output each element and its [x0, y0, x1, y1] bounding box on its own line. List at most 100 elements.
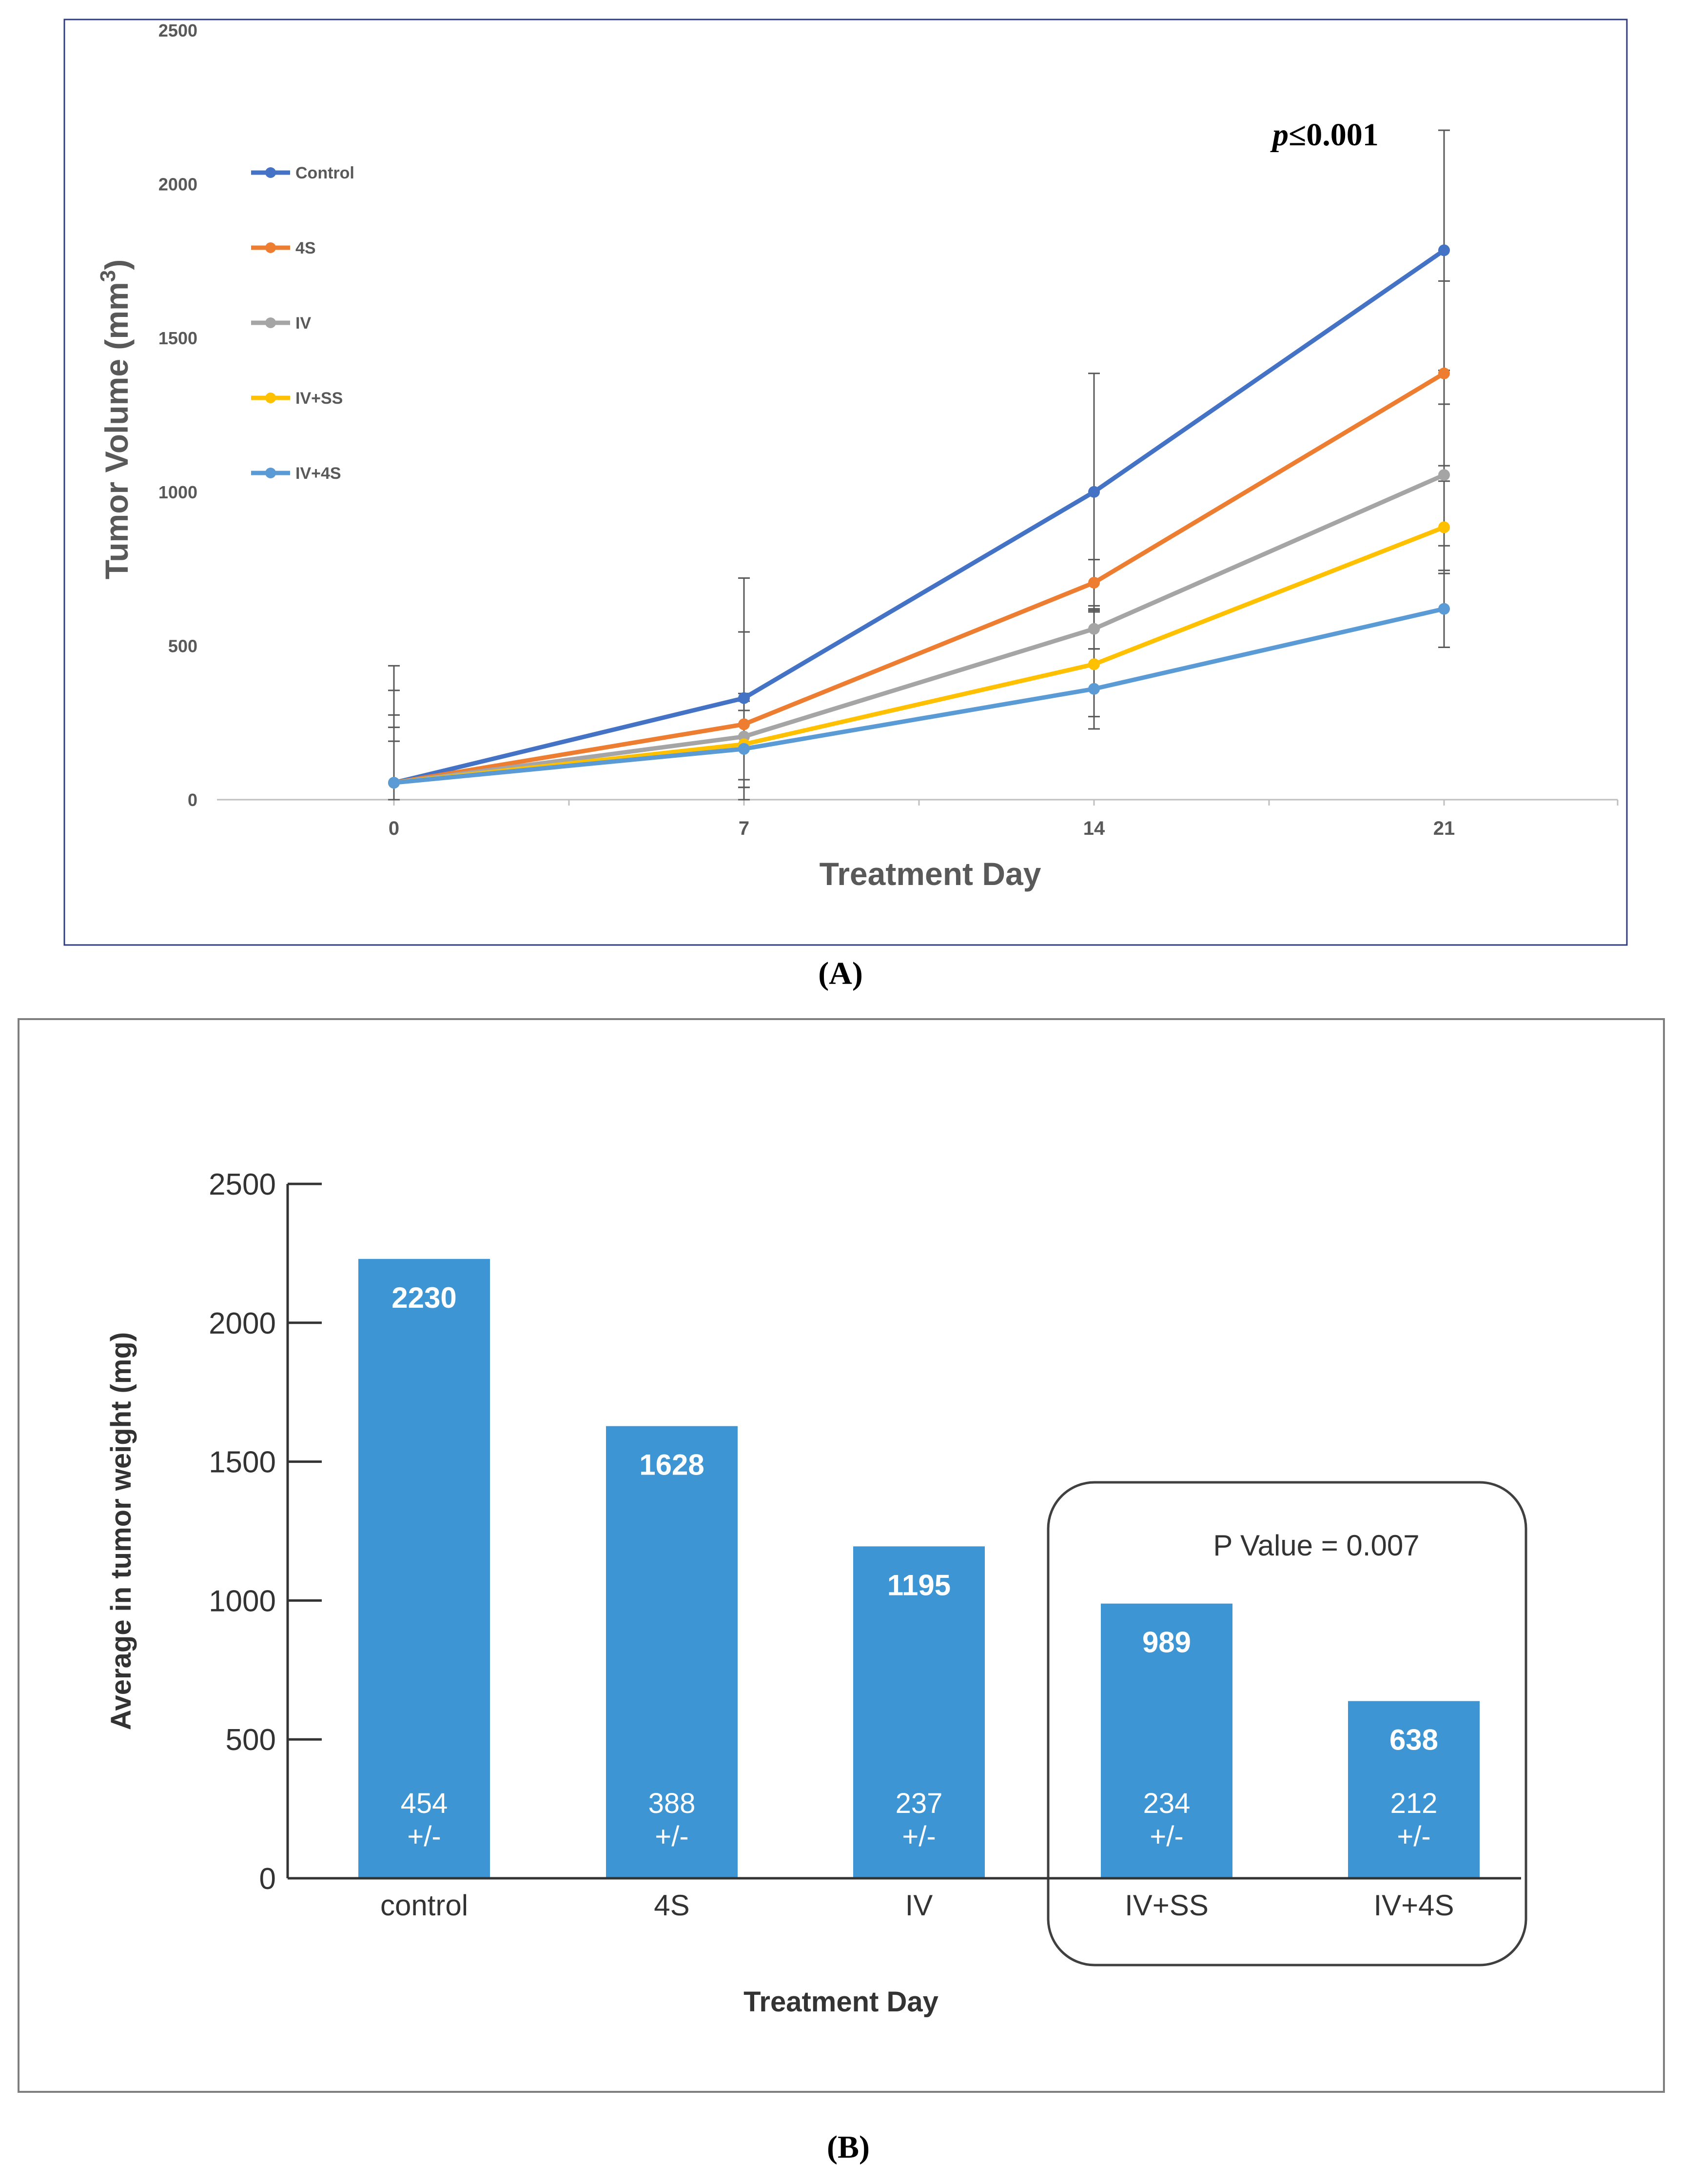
- data-point: [738, 743, 750, 755]
- data-point: [1438, 244, 1450, 256]
- y-tick-label: 1500: [209, 1446, 276, 1479]
- bar-sd-value: 212: [1390, 1788, 1438, 1819]
- y-tick-label: 2000: [209, 1307, 276, 1340]
- x-tick-label: 21: [1433, 818, 1455, 839]
- data-point: [1088, 577, 1100, 589]
- bar-value-label: 989: [1142, 1626, 1191, 1659]
- bar-chart-sd-labels: 454+/-388+/-237+/-234+/-212+/-: [401, 1788, 1438, 1852]
- legend-swatch-marker: [265, 468, 276, 478]
- x-tick-label: 7: [739, 818, 749, 839]
- y-tick-label: 2000: [158, 175, 197, 195]
- bar-sd-suffix: +/-: [1397, 1821, 1430, 1852]
- data-point: [1438, 521, 1450, 533]
- y-tick-label: 1500: [158, 328, 197, 348]
- line-chart-p-annotation: p≤0.001: [1270, 117, 1379, 153]
- y-tick-label: 500: [226, 1723, 276, 1757]
- data-point: [1438, 469, 1450, 481]
- bar-value-label: 1195: [887, 1569, 951, 1601]
- data-point: [1088, 623, 1100, 635]
- data-point: [738, 692, 750, 704]
- p-annotation-value: ≤0.001: [1289, 117, 1379, 153]
- bar-chart-x-axis-title: Treatment Day: [743, 1986, 938, 2018]
- series-line-4s: [391, 371, 1446, 785]
- data-point: [1088, 683, 1100, 695]
- series-line-iv: [391, 472, 1446, 785]
- y-tick-label: 0: [188, 790, 197, 810]
- bar-value-label: 2230: [391, 1281, 456, 1314]
- bar-4s: [606, 1426, 738, 1878]
- data-point: [1438, 367, 1450, 379]
- category-label: IV+SS: [1125, 1889, 1209, 1922]
- p-value-highlight-box: [1047, 1481, 1527, 1967]
- y-tick-label: 1000: [158, 482, 197, 502]
- p-value-annotation: P Value = 0.007: [1213, 1529, 1419, 1562]
- line-chart-legend: Control 4S IV IV+SS IV+4S: [251, 164, 354, 483]
- line-chart-data-points: [388, 244, 1450, 789]
- data-point: [388, 777, 400, 789]
- bar-chart-value-labels: 2230 1628 1195 989 638: [391, 1281, 1438, 1756]
- category-label: control: [380, 1889, 468, 1922]
- data-point: [738, 718, 750, 730]
- legend-swatch-marker: [265, 317, 276, 328]
- line-chart-y-axis-title: Tumor Volume (mm3): [96, 259, 135, 579]
- bar-iv-plus-4s: [1348, 1701, 1480, 1878]
- line-chart-y-axis-title-base: Tumor Volume (mm: [98, 282, 135, 579]
- category-label: IV+4S: [1373, 1889, 1454, 1922]
- data-point: [1438, 603, 1450, 615]
- bar-chart-y-ticks: 0 500 1000 1500 2000 2500: [209, 1168, 322, 1896]
- legend-swatch-marker: [265, 393, 276, 403]
- line-chart-series-lines: [391, 248, 1446, 785]
- bar-chart-bars: [358, 1259, 1480, 1878]
- p-annotation-italic-p: p: [1270, 117, 1289, 153]
- bar-chart-y-axis-title: Average in tumor weight (mg): [105, 1332, 137, 1730]
- bar-chart-frame: [18, 1018, 1665, 2093]
- bar-sd-suffix: +/-: [407, 1821, 441, 1852]
- bar-chart-category-labels: control 4S IV IV+SS IV+4S: [380, 1889, 1454, 1922]
- line-chart-panel: 0 500 1000 1500 2000 2500 0 7 14 21 Control 4S IV I…: [63, 19, 1628, 946]
- legend-label: IV+SS: [295, 389, 343, 408]
- bar-control: [358, 1259, 490, 1878]
- series-line-iv-plus-4s: [391, 607, 1446, 785]
- legend-swatch-marker: [265, 167, 276, 178]
- legend-label: 4S: [295, 239, 316, 257]
- x-tick-label: 0: [389, 818, 399, 839]
- bar-value-label: 638: [1389, 1724, 1438, 1756]
- category-label: IV: [905, 1889, 933, 1922]
- bar-iv-plus-ss: [1101, 1603, 1232, 1878]
- bar-sd-value: 388: [648, 1788, 696, 1819]
- bar-sd-value: 454: [401, 1788, 448, 1819]
- bar-value-label: 1628: [639, 1449, 704, 1481]
- bar-sd-value: 237: [896, 1788, 943, 1819]
- y-tick-label: 1000: [209, 1584, 276, 1618]
- series-line-control: [391, 248, 1446, 785]
- legend-swatch-marker: [265, 242, 276, 253]
- bar-sd-suffix: +/-: [902, 1821, 936, 1852]
- line-chart-y-tick-labels: 0 500 1000 1500 2000 2500: [158, 20, 197, 810]
- y-tick-label: 2500: [158, 20, 197, 40]
- y-tick-label: 0: [259, 1862, 276, 1896]
- line-chart-x-tick-marks: [393, 800, 1619, 806]
- line-chart-x-tick-labels: 0 7 14 21: [389, 818, 1455, 839]
- line-chart-y-axis-title-tail: ): [98, 259, 135, 270]
- bar-sd-value: 234: [1143, 1788, 1191, 1819]
- y-tick-label: 2500: [209, 1168, 276, 1201]
- y-tick-label: 500: [168, 636, 197, 656]
- x-tick-label: 14: [1083, 818, 1105, 839]
- line-chart-y-axis-title-superscript: 3: [96, 270, 120, 282]
- data-point: [1088, 486, 1100, 498]
- panel-label-b: (B): [827, 2129, 870, 2165]
- legend-label: IV+4S: [295, 464, 341, 483]
- bar-sd-suffix: +/-: [655, 1821, 688, 1852]
- bar-iv: [853, 1546, 985, 1878]
- series-line-iv-plus-ss: [391, 525, 1446, 785]
- line-chart-frame: [63, 19, 1628, 946]
- category-label: 4S: [654, 1889, 689, 1922]
- line-chart-x-axis-title: Treatment Day: [820, 856, 1041, 892]
- panel-label-a: (A): [818, 956, 863, 991]
- bar-sd-suffix: +/-: [1150, 1821, 1183, 1852]
- legend-label: IV: [295, 314, 311, 333]
- data-point: [1088, 658, 1100, 670]
- legend-label: Control: [295, 164, 354, 182]
